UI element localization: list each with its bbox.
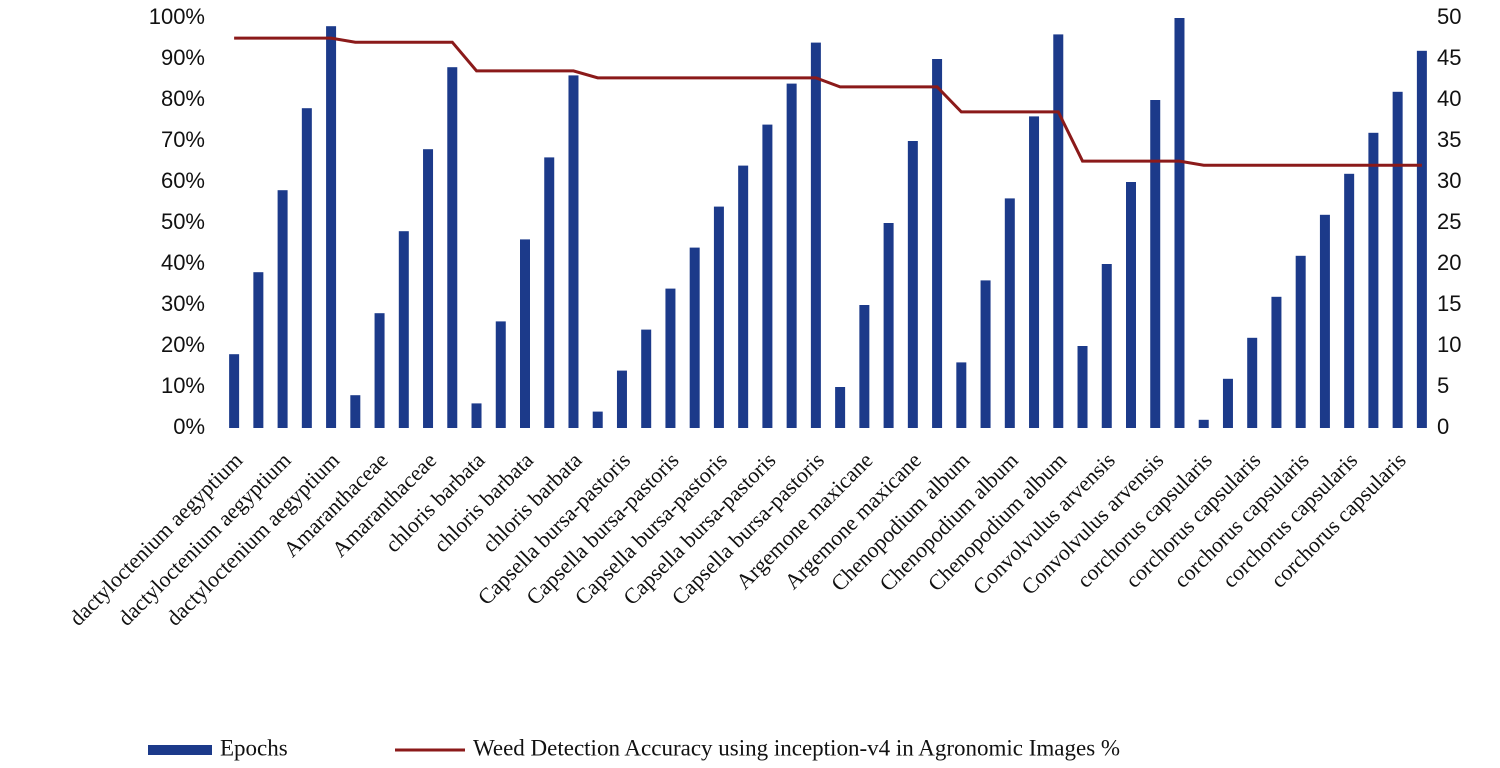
bar: [1416, 50, 1427, 429]
y-tick-label: 10%: [161, 373, 205, 398]
bar: [738, 165, 749, 428]
bar: [1344, 173, 1355, 428]
bar: [1247, 337, 1258, 428]
y-tick-label: 80%: [161, 86, 205, 111]
bar: [786, 83, 797, 428]
bar: [253, 272, 264, 428]
y2-tick-label: 50: [1437, 4, 1461, 29]
legend-label: Epochs: [220, 735, 288, 760]
bar: [1077, 346, 1088, 428]
bar: [301, 108, 312, 428]
y-tick-label: 20%: [161, 332, 205, 357]
bar: [1198, 419, 1209, 428]
bar: [1126, 182, 1136, 428]
bar: [641, 329, 652, 428]
bar: [1271, 296, 1282, 428]
y2-tick-label: 15: [1437, 291, 1461, 316]
y2-tick-label: 20: [1437, 250, 1461, 275]
bar: [1029, 116, 1040, 429]
y2-tick-label: 5: [1437, 373, 1449, 398]
bar: [544, 157, 555, 428]
y2-tick-label: 45: [1437, 45, 1461, 70]
bar: [1004, 198, 1015, 428]
bar: [713, 206, 724, 428]
bar: [350, 395, 361, 428]
bar: [907, 141, 918, 428]
y-tick-label: 70%: [161, 127, 205, 152]
bar: [835, 387, 846, 428]
bar: [665, 288, 676, 428]
bar: [495, 321, 506, 428]
bar: [277, 190, 288, 428]
bar: [1319, 214, 1330, 428]
bar: [1392, 91, 1403, 429]
bar: [326, 26, 337, 428]
y-tick-label: 60%: [161, 168, 205, 193]
bar: [1295, 255, 1306, 428]
y-tick-label: 30%: [161, 291, 205, 316]
y2-tick-label: 35: [1437, 127, 1461, 152]
bar: [471, 403, 482, 428]
bar: [980, 280, 991, 428]
bar: [1368, 132, 1379, 429]
bar: [568, 75, 579, 429]
bar: [423, 149, 434, 428]
bar: [447, 67, 458, 428]
bar: [762, 124, 773, 428]
y2-tick-label: 40: [1437, 86, 1461, 111]
bar: [592, 411, 603, 428]
bar: [956, 362, 967, 428]
legend-label: Weed Detection Accuracy using inception-…: [473, 735, 1120, 760]
bar: [810, 42, 821, 428]
bar: [229, 354, 240, 428]
bar: [374, 313, 385, 428]
bar: [883, 223, 894, 428]
y-tick-label: 90%: [161, 45, 205, 70]
y-tick-label: 50%: [161, 209, 205, 234]
bar: [689, 247, 700, 428]
y-tick-label: 0%: [173, 414, 205, 439]
legend-swatch: [148, 745, 212, 755]
bar: [932, 59, 943, 428]
y2-tick-label: 10: [1437, 332, 1461, 357]
y2-tick-label: 0: [1437, 414, 1449, 439]
bar: [1150, 100, 1161, 428]
bar: [859, 305, 870, 428]
bar: [398, 231, 409, 428]
bar: [520, 239, 530, 428]
bar: [1053, 34, 1064, 429]
bar: [1174, 18, 1185, 428]
y-tick-label: 100%: [149, 4, 205, 29]
line: [234, 36, 1422, 167]
bar: [616, 370, 627, 428]
y2-tick-label: 30: [1437, 168, 1461, 193]
y2-tick-label: 25: [1437, 209, 1461, 234]
bar: [1222, 378, 1233, 428]
y-tick-label: 40%: [161, 250, 205, 275]
bar: [1101, 264, 1112, 428]
